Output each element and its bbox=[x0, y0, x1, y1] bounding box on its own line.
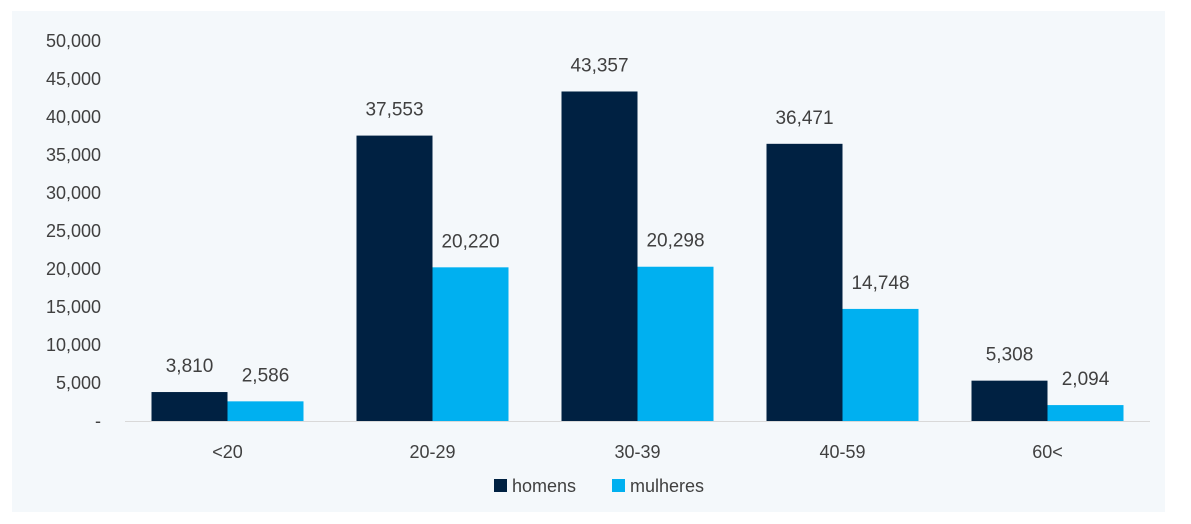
bar-mulheres-4 bbox=[1047, 405, 1124, 421]
value-label-mulheres: 14,748 bbox=[851, 273, 909, 294]
value-label-homens: 3,810 bbox=[166, 356, 214, 377]
value-label-homens: 36,471 bbox=[775, 108, 833, 129]
y-tick-label: 40,000 bbox=[46, 107, 101, 127]
value-label-homens: 5,308 bbox=[986, 345, 1034, 366]
y-tick-label: 20,000 bbox=[46, 259, 101, 279]
legend-label-mulheres: mulheres bbox=[630, 476, 704, 496]
legend-label-homens: homens bbox=[512, 476, 576, 496]
x-tick-label: <20 bbox=[212, 442, 243, 462]
bar-mulheres-0 bbox=[227, 401, 304, 421]
y-tick-label: 35,000 bbox=[46, 145, 101, 165]
y-axis: - 5,000 10,000 15,000 20,000 25,000 30,000 35,0… bbox=[46, 31, 101, 431]
y-tick-label: - bbox=[95, 411, 101, 431]
value-label-mulheres: 20,220 bbox=[441, 231, 499, 252]
y-tick-label: 5,000 bbox=[56, 373, 101, 393]
bar-homens-2 bbox=[561, 91, 638, 421]
bar-mulheres-3 bbox=[842, 308, 919, 421]
legend-swatch-mulheres bbox=[612, 479, 625, 492]
y-tick-label: 15,000 bbox=[46, 297, 101, 317]
value-label-homens: 37,553 bbox=[365, 100, 423, 121]
legend: homens mulheres bbox=[494, 476, 704, 496]
value-label-mulheres: 2,094 bbox=[1062, 369, 1110, 390]
bar-mulheres-2 bbox=[637, 266, 714, 421]
y-tick-label: 10,000 bbox=[46, 335, 101, 355]
x-tick-label: 60< bbox=[1032, 442, 1063, 462]
value-label-homens: 43,357 bbox=[570, 55, 628, 76]
bar-homens-4 bbox=[971, 380, 1048, 421]
bar-mulheres-1 bbox=[432, 267, 509, 421]
x-tick-label: 30-39 bbox=[614, 442, 660, 462]
y-tick-label: 45,000 bbox=[46, 69, 101, 89]
bar-homens-3 bbox=[766, 143, 843, 421]
bars-group bbox=[151, 91, 1124, 421]
bar-homens-0 bbox=[151, 392, 228, 421]
bar-homens-1 bbox=[356, 135, 433, 421]
x-tick-label: 40-59 bbox=[819, 442, 865, 462]
y-tick-label: 30,000 bbox=[46, 183, 101, 203]
y-tick-label: 50,000 bbox=[46, 31, 101, 51]
value-label-mulheres: 20,298 bbox=[646, 231, 704, 252]
y-tick-label: 25,000 bbox=[46, 221, 101, 241]
x-tick-label: 20-29 bbox=[409, 442, 455, 462]
x-axis: <20 20-29 30-39 40-59 60< bbox=[212, 442, 1063, 462]
value-labels-group: 3,810 2,586 37,553 20,220 43,357 20,298 36,471… bbox=[166, 55, 1110, 390]
legend-swatch-homens bbox=[494, 479, 507, 492]
value-label-mulheres: 2,586 bbox=[242, 365, 290, 386]
